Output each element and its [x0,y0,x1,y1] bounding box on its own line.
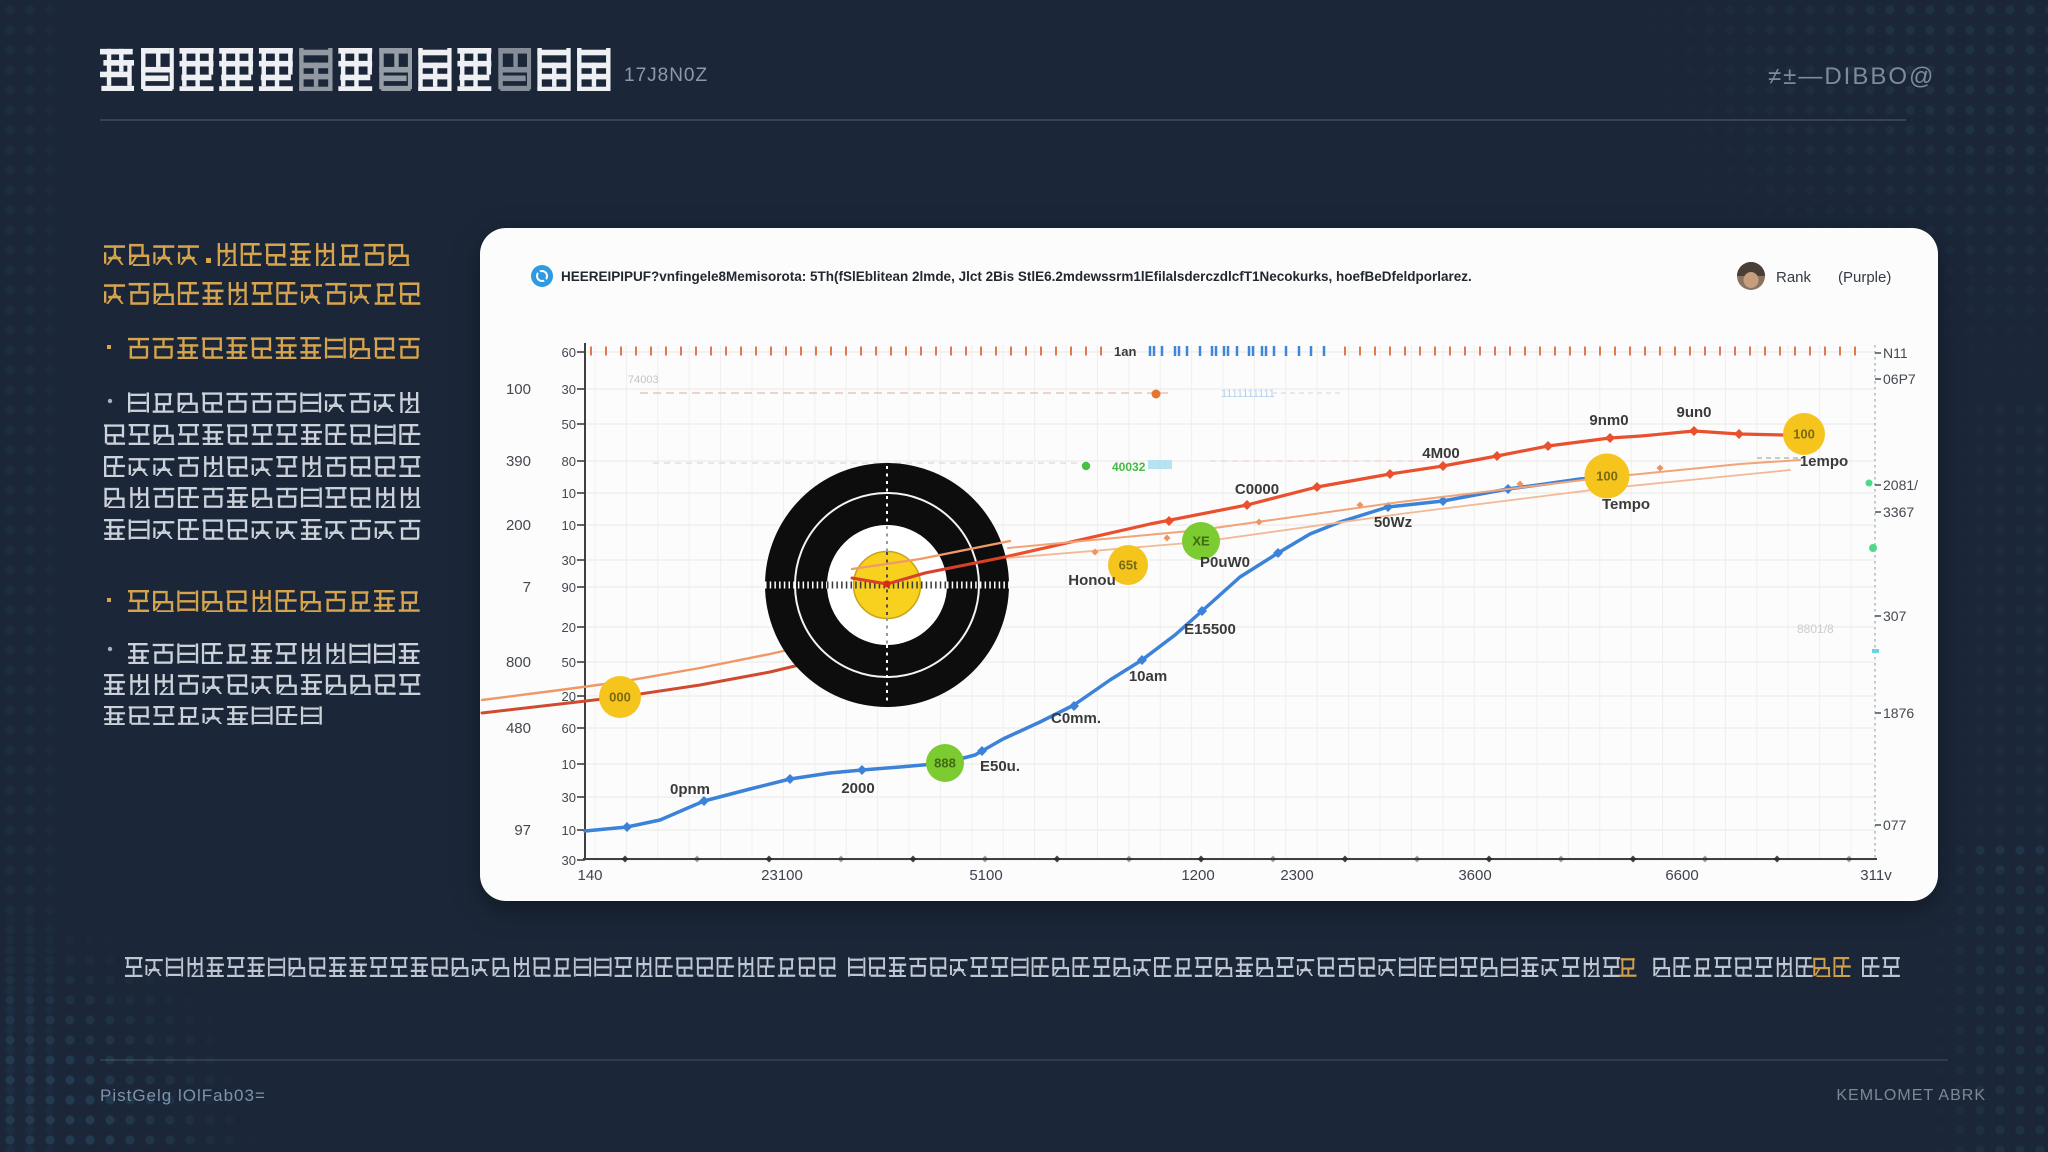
svg-text:Honou: Honou [1068,572,1115,589]
svg-text:KEMLOMET ABRK: KEMLOMET ABRK [1836,1087,1986,1104]
svg-text:0pnm: 0pnm [670,781,710,798]
svg-text:8801/8: 8801/8 [1797,622,1834,636]
svg-text:20: 20 [562,620,576,635]
svg-text:140: 140 [577,867,602,884]
svg-text:90: 90 [562,580,576,595]
svg-text:1an: 1an [1114,344,1136,359]
svg-text:3600: 3600 [1458,867,1491,884]
svg-text:10: 10 [562,518,576,533]
svg-text:P0uW0: P0uW0 [1200,554,1250,571]
svg-text:50Wz: 50Wz [1374,514,1412,531]
svg-text:5100: 5100 [969,867,1002,884]
svg-text:60: 60 [562,345,576,360]
svg-text:(Purple): (Purple) [1838,269,1891,286]
svg-text:30: 30 [562,790,576,805]
svg-text:N11: N11 [1883,345,1908,361]
svg-text:311v: 311v [1860,867,1892,884]
svg-text:4M00: 4M00 [1422,445,1460,462]
svg-text:65t: 65t [1119,558,1138,573]
svg-text:06P7: 06P7 [1883,371,1916,387]
svg-text:20: 20 [562,689,576,704]
svg-text:≠±—DIBBO@: ≠±—DIBBO@ [1768,63,1935,90]
svg-text:30: 30 [562,853,576,868]
svg-text:9un0: 9un0 [1676,404,1711,421]
svg-text:1876: 1876 [1883,705,1914,721]
svg-text:E15500: E15500 [1184,621,1236,638]
svg-text:888: 888 [934,756,956,771]
svg-text:50: 50 [562,655,576,670]
svg-text:10am: 10am [1129,668,1167,685]
svg-text:100: 100 [506,381,531,398]
svg-text:077: 077 [1883,817,1907,833]
svg-text:200: 200 [506,517,531,534]
svg-text:307: 307 [1883,608,1907,624]
svg-text:100: 100 [1596,469,1618,484]
svg-text:1empo: 1empo [1800,453,1848,470]
svg-text:7: 7 [523,579,531,596]
svg-text:10: 10 [562,757,576,772]
svg-text:1111111111: 1111111111 [1221,388,1275,400]
svg-text:9nm0: 9nm0 [1589,412,1628,429]
svg-text:HEEREIPIPUF?vnfingele8Memisoro: HEEREIPIPUF?vnfingele8Memisorota: 5Th(fS… [561,269,1472,284]
svg-text:E50u.: E50u. [980,758,1020,775]
svg-text:480: 480 [506,720,531,737]
svg-text:30: 30 [562,553,576,568]
svg-text:390: 390 [506,453,531,470]
svg-text:XE: XE [1192,534,1210,549]
svg-text:100: 100 [1793,427,1815,442]
svg-text:74003: 74003 [628,374,659,386]
svg-text:10: 10 [562,486,576,501]
svg-text:80: 80 [562,454,576,469]
svg-text:10: 10 [562,823,576,838]
svg-text:2300: 2300 [1280,867,1313,884]
svg-text:C0000: C0000 [1235,481,1279,498]
svg-text:C0mm.: C0mm. [1051,710,1101,727]
svg-text:40032: 40032 [1112,460,1146,474]
svg-text:60: 60 [562,721,576,736]
svg-text:23100: 23100 [761,867,803,884]
svg-text:97: 97 [514,822,531,839]
svg-text:Tempo: Tempo [1602,496,1650,513]
svg-text:000: 000 [609,690,631,705]
svg-text:2081/: 2081/ [1883,477,1918,493]
svg-text:17J8N0Z: 17J8N0Z [624,65,708,86]
svg-text:1200: 1200 [1181,867,1214,884]
svg-text:6600: 6600 [1665,867,1698,884]
svg-text:Rank: Rank [1776,269,1812,286]
svg-text:50: 50 [562,417,576,432]
svg-text:2000: 2000 [841,780,874,797]
svg-text:PistGelg lOlFab03=: PistGelg lOlFab03= [100,1086,266,1105]
svg-text:800: 800 [506,654,531,671]
svg-text:3367: 3367 [1883,504,1914,520]
svg-text:30: 30 [562,382,576,397]
